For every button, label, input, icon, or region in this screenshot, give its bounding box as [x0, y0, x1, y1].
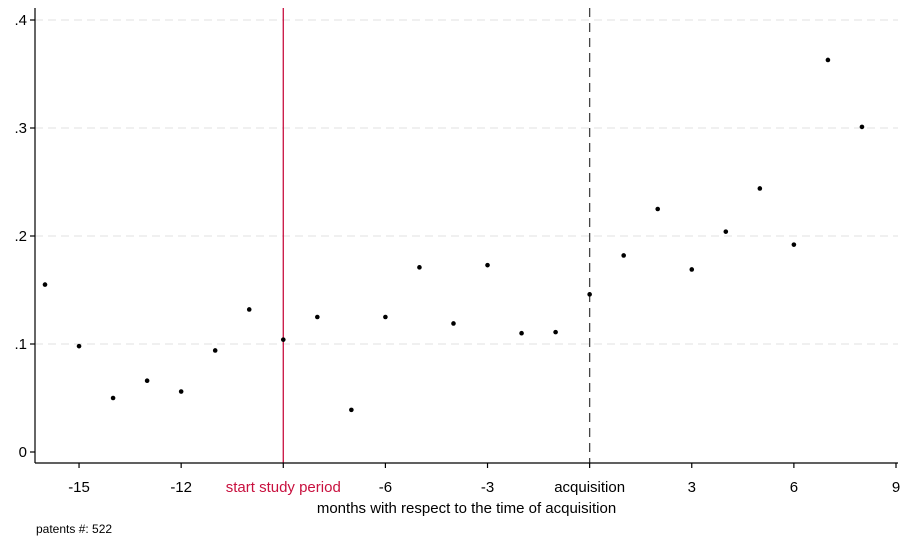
data-points: [42, 57, 865, 413]
data-point: [859, 124, 865, 130]
data-point: [791, 242, 797, 247]
data-point: [349, 407, 354, 413]
data-point: [553, 329, 558, 335]
y-tick-label: 0: [19, 444, 27, 461]
y-tick-label: .2: [14, 228, 27, 245]
x-tick-label: acquisition: [554, 479, 625, 496]
x-tick-label: -15: [68, 479, 90, 496]
x-tick-label: -3: [481, 479, 494, 496]
data-point: [178, 389, 184, 394]
data-point: [315, 314, 320, 320]
data-point: [825, 57, 831, 63]
y-tick-label: .1: [14, 336, 27, 353]
data-point: [280, 337, 286, 342]
data-point: [519, 330, 524, 336]
y-tick-label: .4: [14, 12, 27, 29]
x-tick-label: 9: [892, 479, 900, 496]
data-point: [212, 348, 218, 353]
reference-lines: [282, 8, 591, 463]
gridlines: [35, 19, 898, 345]
x-axis-title: months with respect to the time of acqui…: [317, 500, 616, 517]
data-point: [383, 314, 388, 320]
data-point: [655, 206, 661, 212]
y-tick-label: .3: [14, 120, 27, 137]
data-point: [451, 321, 456, 326]
data-point: [110, 395, 116, 401]
axes: 0 .1 .2 .3 .4 -15 -12 start study period -6 -3 acq…: [14, 8, 900, 496]
data-point: [417, 265, 422, 270]
data-point: [76, 343, 82, 349]
data-point: [485, 262, 490, 268]
data-point: [246, 307, 252, 312]
x-tick-label: -6: [379, 479, 392, 496]
data-point: [587, 292, 592, 297]
data-point: [723, 229, 729, 234]
x-tick-label: start study period: [226, 479, 341, 496]
data-point: [42, 282, 48, 287]
data-point: [757, 186, 763, 191]
footnote: patents #: 522: [36, 522, 112, 536]
x-tick-label: 6: [790, 479, 798, 496]
x-tick-label: 3: [688, 479, 696, 496]
data-point: [144, 378, 150, 384]
data-point: [621, 253, 626, 258]
data-point: [689, 267, 695, 272]
x-tick-label: -12: [170, 479, 192, 496]
